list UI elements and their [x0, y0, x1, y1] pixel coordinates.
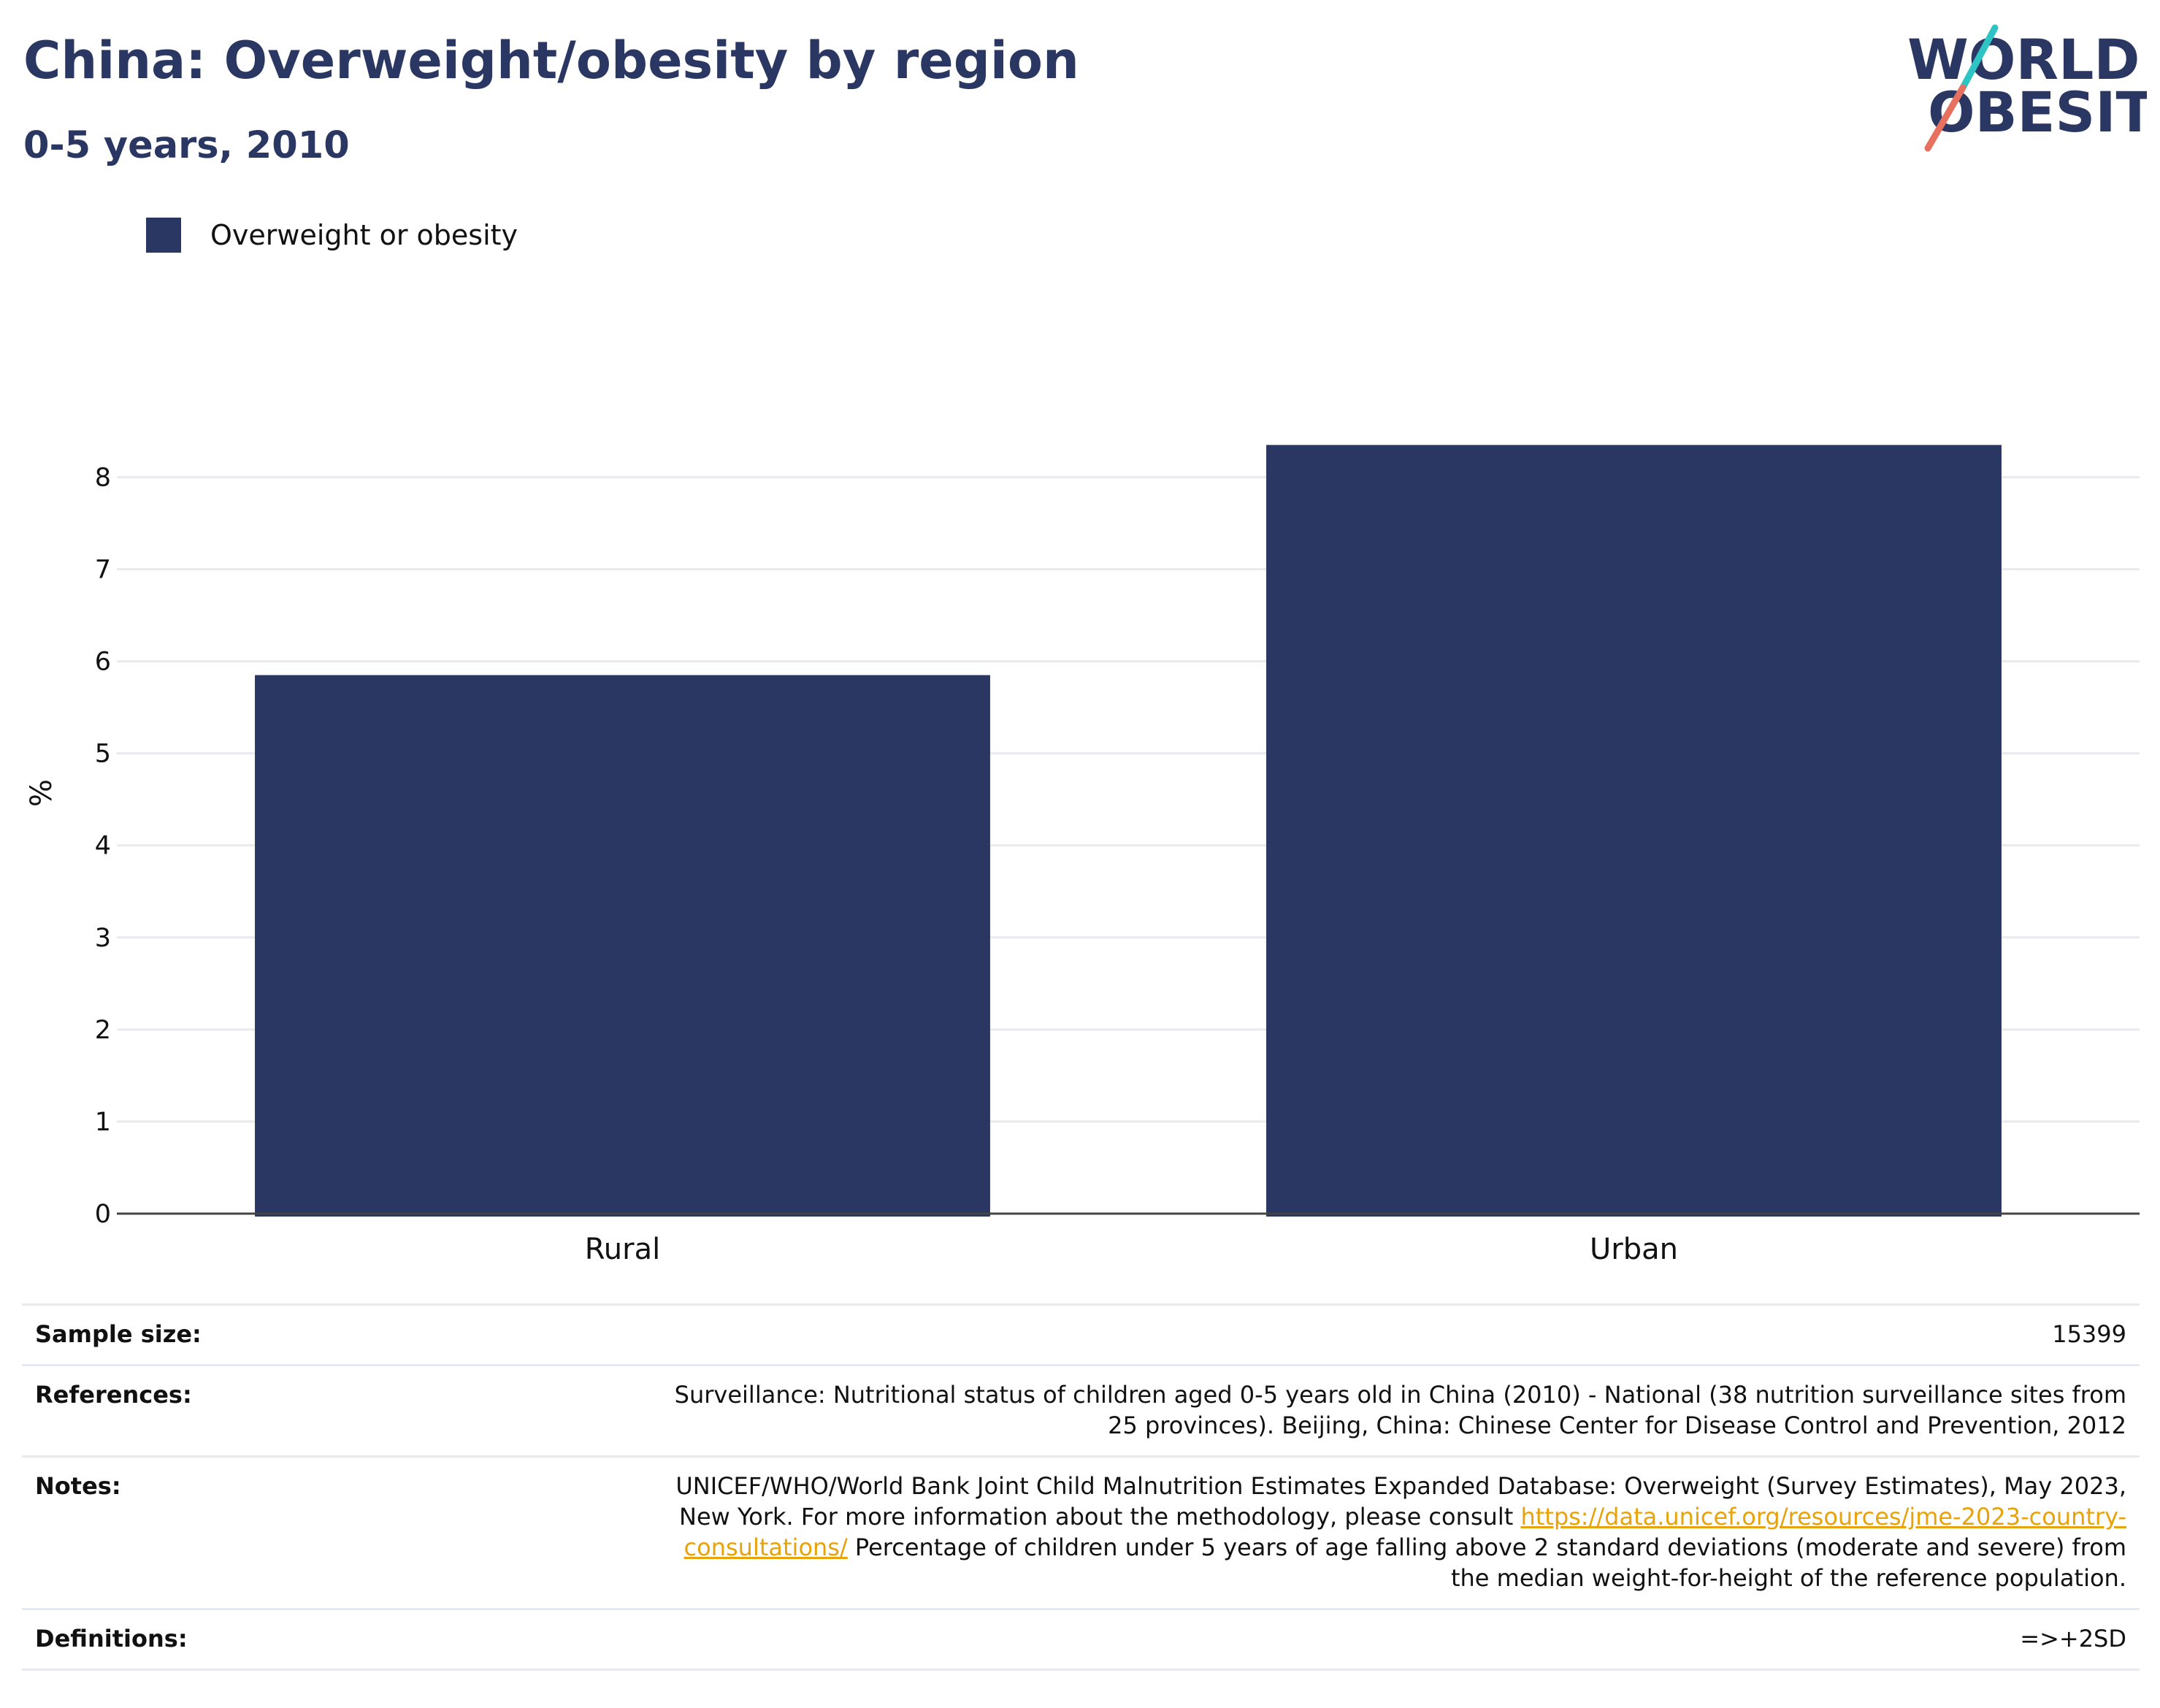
info-row-definitions: Definitions: =>+2SD: [22, 1608, 2140, 1671]
info-row-references: References: Surveillance: Nutritional st…: [22, 1364, 2140, 1455]
sample-size-value: 15399: [2052, 1320, 2126, 1348]
notes-value: UNICEF/WHO/World Bank Joint Child Malnut…: [666, 1471, 2126, 1593]
y-tick-label-6: 6: [95, 648, 111, 677]
notes-text-after: Percentage of children under 5 years of …: [854, 1533, 2126, 1592]
info-row-notes: Notes: UNICEF/WHO/World Bank Joint Child…: [22, 1455, 2140, 1608]
notes-text-before: UNICEF/WHO/World Bank Joint Child Malnut…: [675, 1472, 2126, 1531]
logo-word-world: WORLD: [1907, 27, 2140, 92]
x-category-label-rural: Rural: [585, 1233, 660, 1266]
y-tick-label-2: 2: [95, 1016, 111, 1045]
chart-title: China: Overweight/obesity by region: [23, 31, 1079, 91]
references-label: References:: [35, 1381, 192, 1409]
definitions-value: =>+2SD: [2020, 1625, 2126, 1653]
info-row-sample-size: Sample size: 15399: [22, 1303, 2140, 1364]
y-tick-label-5: 5: [95, 740, 111, 769]
info-table: Sample size: 15399 References: Surveilla…: [22, 1303, 2140, 1671]
y-tick-label-7: 7: [95, 556, 111, 585]
x-axis-categories: Rural Urban: [585, 1233, 1678, 1266]
bar-urban: [1266, 445, 2002, 1217]
legend-label: Overweight or obesity: [210, 219, 518, 251]
bars: [255, 445, 2002, 1217]
bar-chart: 0 1 2 3 4 5 6 7 8 Rural Urban %: [25, 445, 2140, 1266]
notes-label: Notes:: [35, 1472, 121, 1500]
logo-slash-top: [1959, 24, 1999, 91]
references-value: Surveillance: Nutritional status of chil…: [674, 1381, 2126, 1439]
y-axis-title: %: [25, 779, 58, 807]
x-category-label-urban: Urban: [1590, 1233, 1678, 1266]
world-obesity-logo: WORLD OBESITY: [1907, 24, 2147, 152]
legend-swatch: [146, 218, 181, 253]
y-tick-label-4: 4: [95, 832, 111, 861]
notes-link[interactable]: https://data.unicef.org/resources/jme-20…: [683, 1503, 2126, 1561]
bar-rural: [255, 675, 990, 1217]
y-axis-ticks: 0 1 2 3 4 5 6 7 8: [95, 463, 111, 1229]
sample-size-label: Sample size:: [35, 1320, 202, 1348]
legend: Overweight or obesity: [146, 216, 518, 254]
y-tick-label-1: 1: [95, 1108, 111, 1137]
definitions-label: Definitions:: [35, 1625, 188, 1653]
y-tick-label-3: 3: [95, 924, 111, 953]
y-tick-label-0: 0: [95, 1200, 111, 1229]
y-tick-label-8: 8: [95, 463, 111, 492]
chart-subtitle: 0-5 years, 2010: [23, 124, 350, 167]
logo-slash-bottom: [1924, 84, 1966, 152]
